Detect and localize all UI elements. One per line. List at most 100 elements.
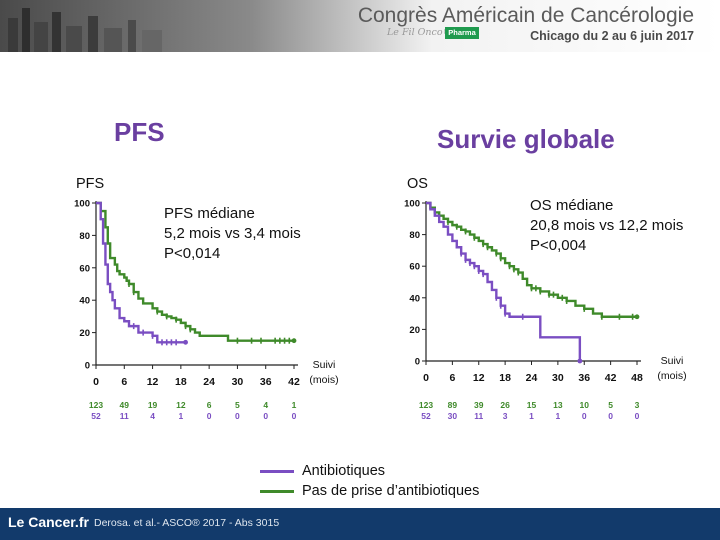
os-y-tick-label: 40 xyxy=(409,293,420,304)
pfs-at-risk-no-abx: 123 xyxy=(89,400,103,410)
pfs-x-tick-label: 42 xyxy=(288,376,300,388)
os-curve-no_abx xyxy=(426,201,637,318)
pfs-x-tick-label: 12 xyxy=(147,376,159,388)
lecancer-logo: Le Cancer.fr xyxy=(8,514,89,530)
os-y-tick-label: 0 xyxy=(415,357,420,368)
pfs-curve-no_abx xyxy=(96,201,294,342)
pfs-at-risk-no-abx: 49 xyxy=(120,400,130,410)
reference-citation: Derosa. et al.- ASCO® 2017 - Abs 3015 xyxy=(94,517,280,529)
os-at-risk-abx: 0 xyxy=(608,411,613,421)
os-y-tick-label: 20 xyxy=(409,325,420,336)
pfs-x-tick-label: 0 xyxy=(93,376,99,388)
os-y-tick-label: 80 xyxy=(409,230,420,241)
os-at-risk-no-abx: 15 xyxy=(527,400,537,410)
os-at-risk-no-abx: 13 xyxy=(553,400,563,410)
pfs-annotation-line: 5,2 mois vs 3,4 mois xyxy=(164,225,301,242)
os-annotation-line: 20,8 mois vs 12,2 mois xyxy=(530,217,684,234)
os-at-risk-abx: 1 xyxy=(556,411,561,421)
pfs-at-risk-abx: 0 xyxy=(263,411,268,421)
pfs-y-tick-label: 20 xyxy=(79,328,90,339)
pfs-at-risk-abx: 11 xyxy=(120,411,129,421)
os-annotation-line: OS médiane xyxy=(530,197,614,214)
city-skyline-image xyxy=(8,8,162,52)
pfs-at-risk-abx: 1 xyxy=(178,411,183,421)
pfs-x-tick-label: 36 xyxy=(260,376,272,388)
pfs-y-tick-label: 60 xyxy=(79,263,90,274)
os-x-tick-label: 12 xyxy=(473,372,485,384)
os-curve-end-abx xyxy=(577,358,583,364)
pfs-x-tick-label: 24 xyxy=(203,376,215,388)
os-x-tick-label: 6 xyxy=(449,372,455,384)
conference-banner: Congrès Américain de Cancérologie Le Fil… xyxy=(0,0,720,52)
legend: Antibiotiques Pas de prise d’antibiotiqu… xyxy=(260,462,479,502)
os-at-risk-abx: 0 xyxy=(635,411,640,421)
pfs-y-tick-label: 100 xyxy=(74,199,90,210)
os-x-tick-label: 24 xyxy=(526,372,538,384)
legend-label: Antibiotiques xyxy=(302,463,386,479)
footer-bar: Le Cancer.fr Derosa. et al.- ASCO® 2017 … xyxy=(0,508,720,540)
pfs-at-risk-no-abx: 5 xyxy=(235,400,240,410)
pfs-at-risk-abx: 0 xyxy=(235,411,240,421)
pfs-y-tick-label: 80 xyxy=(79,231,90,242)
pfs-curve-end-no_abx xyxy=(291,338,297,344)
os-at-risk-no-abx: 5 xyxy=(608,400,613,410)
pfs-curve-end-abx xyxy=(183,339,188,345)
conference-title: Congrès Américain de Cancérologie xyxy=(357,4,694,27)
pfs-at-risk-abx: 52 xyxy=(91,411,101,421)
legend-label: Pas de prise d’antibiotiques xyxy=(302,483,480,499)
pfs-at-risk-no-abx: 4 xyxy=(263,400,268,410)
pfs-at-risk-abx: 0 xyxy=(207,411,212,421)
os-x-tick-label: 30 xyxy=(552,372,564,384)
os-chart-label: OS xyxy=(407,176,428,192)
os-at-risk-no-abx: 3 xyxy=(635,400,640,410)
legend-item-antibiotiques: Antibiotiques xyxy=(260,462,479,480)
conference-dates: Chicago du 2 au 6 juin 2017 xyxy=(530,29,694,43)
os-y-tick-label: 60 xyxy=(409,262,420,273)
pfs-at-risk-no-abx: 12 xyxy=(176,400,186,410)
pfs-at-risk-no-abx: 6 xyxy=(207,400,212,410)
pfs-x-axis-label: Suivi xyxy=(313,359,336,371)
pfs-x-tick-label: 6 xyxy=(121,376,127,388)
os-at-risk-no-abx: 89 xyxy=(448,400,458,410)
pfs-curve-abx xyxy=(96,201,186,344)
os-at-risk-abx: 3 xyxy=(503,411,508,421)
pfs-x-axis-label: (mois) xyxy=(309,374,338,386)
os-at-risk-abx: 52 xyxy=(421,411,431,421)
pfs-annotation-line: P<0,014 xyxy=(164,245,221,262)
os-median-annotation: OS médiane 20,8 mois vs 12,2 mois P<0,00… xyxy=(530,196,683,256)
os-at-risk-abx: 11 xyxy=(474,411,483,421)
os-at-risk-abx: 0 xyxy=(582,411,587,421)
legend-swatch xyxy=(260,469,294,473)
os-section-title: Survie globale xyxy=(437,124,615,154)
pfs-at-risk-no-abx: 1 xyxy=(292,400,297,410)
pfs-x-tick-label: 18 xyxy=(175,376,187,388)
os-at-risk-abx: 30 xyxy=(448,411,458,421)
os-x-tick-label: 48 xyxy=(631,372,643,384)
pfs-y-tick-label: 40 xyxy=(79,296,90,307)
legend-swatch xyxy=(260,489,294,493)
os-at-risk-no-abx: 10 xyxy=(580,400,590,410)
os-at-risk-no-abx: 39 xyxy=(474,400,484,410)
os-curve-abx xyxy=(426,201,582,361)
os-x-tick-label: 36 xyxy=(578,372,590,384)
pfs-at-risk-abx: 4 xyxy=(150,411,155,421)
os-annotation-line: P<0,004 xyxy=(530,237,587,254)
pfs-chart-label: PFS xyxy=(76,176,105,192)
legend-item-pas-antibiotiques: Pas de prise d’antibiotiques xyxy=(260,482,479,500)
pfs-median-annotation: PFS médiane 5,2 mois vs 3,4 mois P<0,014 xyxy=(164,204,301,264)
os-y-tick-label: 100 xyxy=(404,199,420,210)
pfs-x-tick-label: 30 xyxy=(232,376,244,388)
os-x-axis-label: (mois) xyxy=(657,370,686,382)
pfs-at-risk-abx: 0 xyxy=(292,411,297,421)
os-at-risk-no-abx: 26 xyxy=(500,400,510,410)
os-at-risk-no-abx: 123 xyxy=(419,400,433,410)
pfs-at-risk-no-abx: 19 xyxy=(148,400,158,410)
os-x-tick-label: 0 xyxy=(423,372,429,384)
os-x-tick-label: 42 xyxy=(605,372,617,384)
pfs-annotation-line: PFS médiane xyxy=(164,205,255,222)
pharma-badge: Pharma xyxy=(445,27,479,39)
pfs-section-title: PFS xyxy=(114,117,165,147)
pfs-y-tick-label: 0 xyxy=(85,361,90,372)
os-x-axis-label: Suivi xyxy=(661,355,684,367)
